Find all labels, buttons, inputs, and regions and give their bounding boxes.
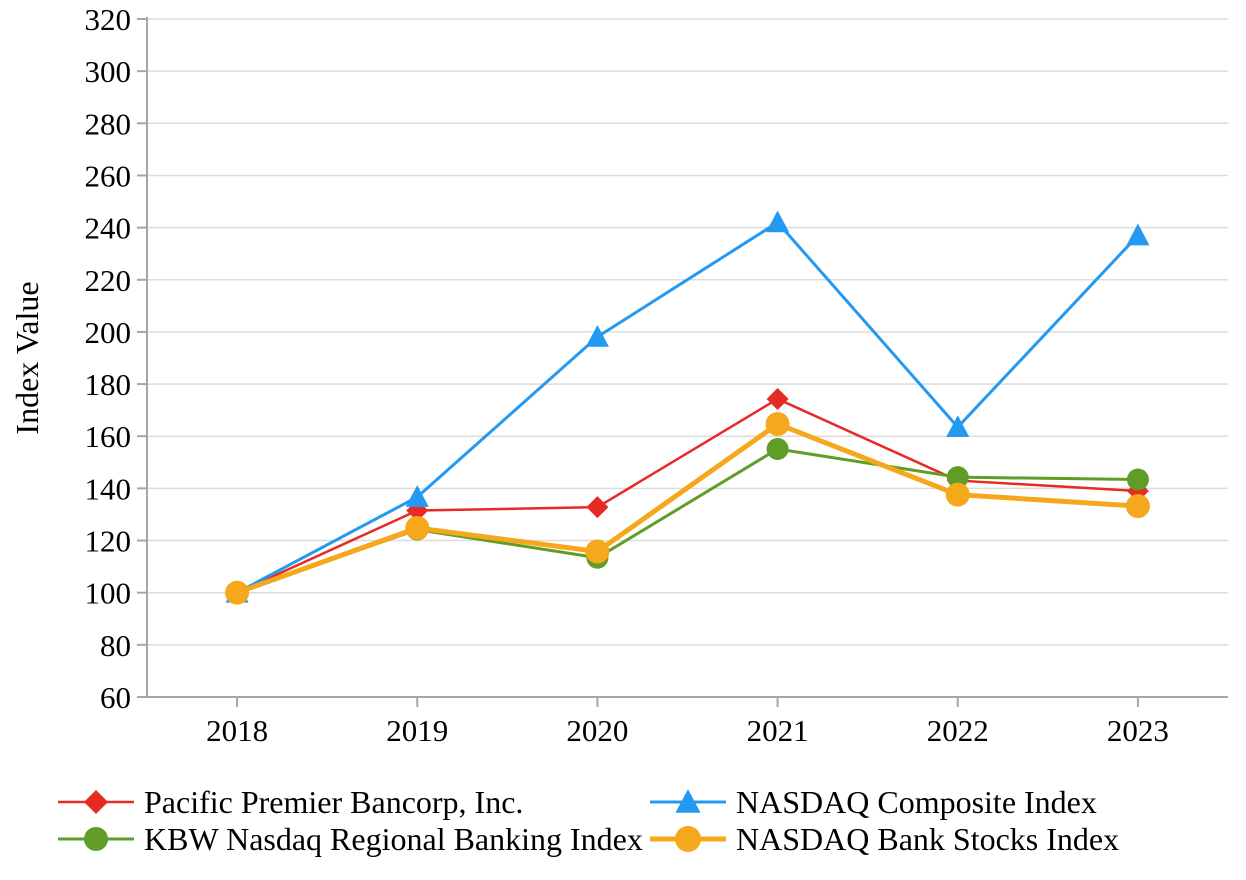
y-tick-label-280: 280	[85, 106, 132, 141]
series-1-marker-2023	[1126, 223, 1150, 246]
series-line-0	[235, 397, 1140, 594]
y-tick-label-80: 80	[100, 628, 131, 663]
series-3-marker-2022	[945, 482, 970, 507]
series-0-marker-2020	[586, 496, 609, 519]
legend-label-2: KBW Nasdaq Regional Banking Index	[144, 821, 643, 857]
series-3-marker-2021	[765, 411, 790, 436]
y-tick-label-100: 100	[85, 576, 132, 611]
x-tick-label-2022: 2022	[927, 713, 989, 748]
series-line-1	[235, 220, 1140, 595]
series-1-marker-2019	[405, 485, 429, 507]
y-tick-label-300: 300	[85, 54, 132, 89]
series-1-marker-2022	[946, 415, 970, 438]
series-0-marker-2021	[766, 387, 789, 410]
x-tick-label-2020: 2020	[566, 713, 628, 748]
legend-marker-1	[675, 789, 701, 813]
series-3-marker-2023	[1125, 494, 1150, 519]
series-3-marker-2019	[405, 516, 430, 541]
series-2-marker-2022	[946, 466, 969, 489]
y-tick-label-60: 60	[100, 680, 131, 715]
series-1-marker-2020	[585, 324, 609, 347]
legend-marker-3	[675, 826, 701, 852]
x-tick-label-2023: 2023	[1107, 713, 1169, 748]
y-tick-label-220: 220	[85, 263, 132, 298]
y-tick-label-120: 120	[85, 524, 132, 559]
series-2-marker-2023	[1126, 468, 1149, 491]
legend-label-1: NASDAQ Composite Index	[736, 784, 1097, 820]
y-tick-label-160: 160	[85, 419, 132, 454]
legend-marker-0	[84, 790, 108, 814]
y-tick-label-200: 200	[85, 315, 132, 350]
series-3-marker-2018	[225, 580, 250, 605]
x-tick-label-2019: 2019	[386, 713, 448, 748]
legend-marker-2	[84, 827, 108, 851]
y-tick-label-240: 240	[85, 211, 132, 246]
legend-label-0: Pacific Premier Bancorp, Inc.	[144, 784, 523, 820]
series-line-3	[234, 421, 1141, 596]
y-tick-label-320: 320	[85, 2, 132, 37]
series-3-marker-2020	[585, 539, 610, 564]
series-1-marker-2021	[766, 210, 790, 233]
series-2-marker-2021	[766, 438, 789, 461]
y-tick-label-140: 140	[85, 471, 132, 506]
y-axis-title: Index Value	[9, 281, 45, 434]
legend-label-3: NASDAQ Bank Stocks Index	[736, 821, 1119, 857]
x-tick-label-2021: 2021	[747, 713, 809, 748]
y-tick-label-260: 260	[85, 158, 132, 193]
y-tick-label-180: 180	[85, 367, 132, 402]
x-tick-label-2018: 2018	[206, 713, 268, 748]
